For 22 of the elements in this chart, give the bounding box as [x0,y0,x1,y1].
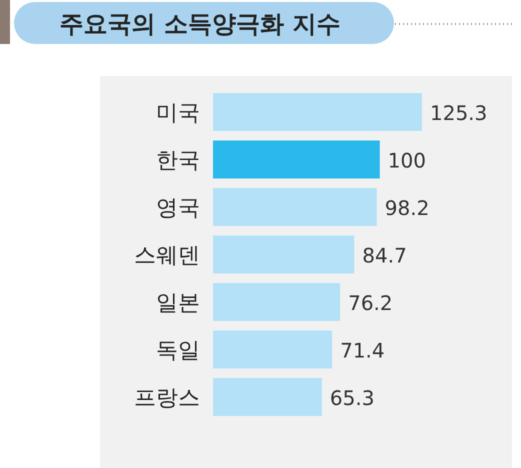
bar [213,378,322,416]
bar [213,140,380,178]
y-tick-label: 프랑스 [134,386,200,411]
data-label: 100 [388,148,426,172]
bar [213,93,422,131]
data-label: 98.2 [384,196,430,220]
data-label: 65.3 [330,386,374,410]
y-tick-label: 스웨덴 [134,244,200,268]
bar [213,236,354,274]
y-tick-label: 영국 [156,196,200,221]
y-tick-label: 미국 [156,101,200,126]
bar [213,283,340,321]
data-label: 84.7 [362,244,407,268]
bar [213,188,377,226]
data-label: 125.3 [430,101,488,125]
y-tick-label: 일본 [156,291,200,316]
y-tick-label: 독일 [156,338,200,364]
data-label: 76.2 [348,291,393,315]
data-label: 71.4 [340,338,385,362]
chart-title: 주요국의 소득양극화 지수 [60,10,340,38]
y-tick-label: 한국 [156,148,200,174]
bar [213,330,332,368]
